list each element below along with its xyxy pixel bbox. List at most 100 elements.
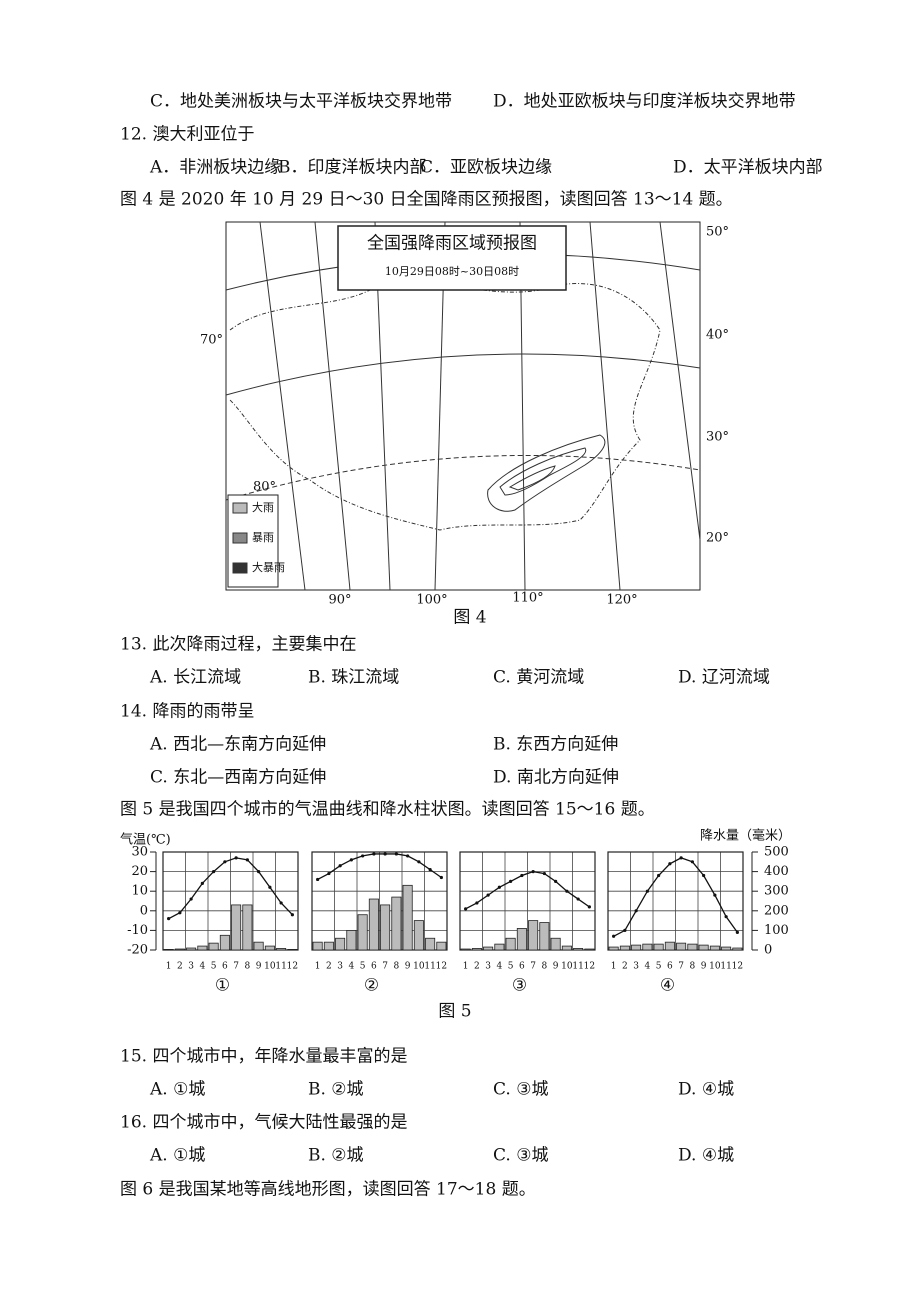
option: D. 辽河流域 xyxy=(678,668,770,688)
temperature-point xyxy=(439,875,443,880)
rain-area xyxy=(508,465,556,491)
temperature-point xyxy=(486,893,490,897)
lat-label: 40° xyxy=(706,328,729,343)
rain-area xyxy=(499,447,587,496)
bar xyxy=(335,937,346,951)
temperature-point xyxy=(178,911,182,915)
map-subtitle: 10月29日08时~30日08时 xyxy=(385,265,519,278)
bar xyxy=(460,948,471,951)
x-tick-label: 11 xyxy=(275,962,286,972)
temperature-point xyxy=(520,873,524,878)
temperature-point xyxy=(361,854,365,858)
y2-tick-label: 200 xyxy=(764,903,789,918)
bar xyxy=(721,946,732,951)
option: A. 长江流域 xyxy=(149,668,241,688)
y-tick-label: -20 xyxy=(127,943,148,958)
x-tick-label: 9 xyxy=(701,962,707,972)
chart-frame xyxy=(459,851,596,951)
temperature-point xyxy=(724,915,728,919)
graticule xyxy=(225,454,701,501)
x-tick-label: 10 xyxy=(561,962,573,972)
bar xyxy=(631,944,642,951)
x-tick-label: 7 xyxy=(382,962,388,972)
bar xyxy=(368,898,379,951)
caption: 图 4 xyxy=(453,608,486,628)
x-tick-label: 7 xyxy=(530,962,536,972)
x-tick-label: 1 xyxy=(315,962,321,972)
temperature-point xyxy=(612,934,616,938)
temperature-point xyxy=(690,860,694,864)
x-tick-label: 7 xyxy=(233,962,239,972)
y2-tick-label: 300 xyxy=(764,884,789,899)
intro: 图 4 是 2020 年 10 月 29 日～30 日全国降雨区预报图，读图回答… xyxy=(120,190,733,210)
temperature-point xyxy=(406,854,410,858)
bar xyxy=(357,914,368,951)
lon-label: 90° xyxy=(328,593,351,608)
question: 15. 四个城市中，年降水量最丰富的是 xyxy=(120,1047,407,1067)
temperature-point xyxy=(327,871,331,876)
legend-swatch xyxy=(232,532,248,544)
question: 13. 此次降雨过程，主要集中在 xyxy=(120,635,356,655)
x-tick-label: 9 xyxy=(553,962,559,972)
chart-label: ① xyxy=(215,976,230,996)
temperature-point xyxy=(394,852,398,856)
x-tick-label: 5 xyxy=(211,962,217,972)
axis-title: 气温(℃) xyxy=(120,832,171,848)
option: A．非洲板块边缘 xyxy=(149,158,281,178)
x-tick-label: 11 xyxy=(720,962,731,972)
map-title: 全国强降雨区域预报图 xyxy=(367,234,537,254)
bar xyxy=(425,937,436,951)
temperature-point xyxy=(189,897,193,901)
x-tick-label: 1 xyxy=(463,962,469,972)
bar xyxy=(436,941,447,951)
lon-label: 70° xyxy=(200,333,223,348)
temperature-point xyxy=(668,862,672,866)
temperature-point xyxy=(234,856,238,860)
option: C. 黄河流域 xyxy=(493,668,584,688)
bar xyxy=(402,884,413,951)
bar xyxy=(380,904,391,951)
chart-label: ② xyxy=(364,976,379,996)
option: D. ④城 xyxy=(678,1146,734,1166)
x-tick-label: 8 xyxy=(245,962,251,972)
x-tick-label: 2 xyxy=(622,962,628,972)
bar xyxy=(539,922,550,951)
x-tick-label: 12 xyxy=(584,962,595,972)
map-frame xyxy=(225,221,701,591)
option: D．地处亚欧板块与印度洋板块交界地带 xyxy=(493,92,796,112)
x-tick-label: 5 xyxy=(656,962,662,972)
bar xyxy=(312,941,323,951)
option: B．印度洋板块内部 xyxy=(278,158,427,178)
temperature-point xyxy=(212,870,216,874)
bar xyxy=(505,937,516,951)
bar xyxy=(653,943,664,951)
temperature-point xyxy=(257,870,261,874)
temperature-line xyxy=(317,853,442,881)
bar xyxy=(174,948,185,951)
bar xyxy=(642,943,653,951)
x-tick-label: 10 xyxy=(709,962,721,972)
bar xyxy=(664,941,675,951)
x-tick-label: 12 xyxy=(287,962,298,972)
bar xyxy=(219,934,230,951)
bar xyxy=(709,945,720,951)
chart-frame xyxy=(311,851,448,951)
chart-frame xyxy=(162,851,299,951)
question: 12. 澳大利亚位于 xyxy=(120,125,254,145)
chart-label: ③ xyxy=(512,976,527,996)
option: C. 东北—西南方向延伸 xyxy=(150,768,326,788)
x-tick-label: 10 xyxy=(264,962,276,972)
temperature-point xyxy=(417,860,421,864)
y-tick-label: -10 xyxy=(127,923,148,938)
bar xyxy=(698,944,709,951)
bar xyxy=(471,948,482,951)
temperature-point xyxy=(645,889,649,893)
temperature-point xyxy=(372,852,376,856)
map-title-box xyxy=(337,225,567,291)
intro: 图 5 是我国四个城市的气温曲线和降水柱状图。读图回答 15～16 题。 xyxy=(120,800,655,820)
temperature-point xyxy=(245,858,249,862)
chart-label: ④ xyxy=(660,976,675,996)
temperature-point xyxy=(576,897,580,901)
